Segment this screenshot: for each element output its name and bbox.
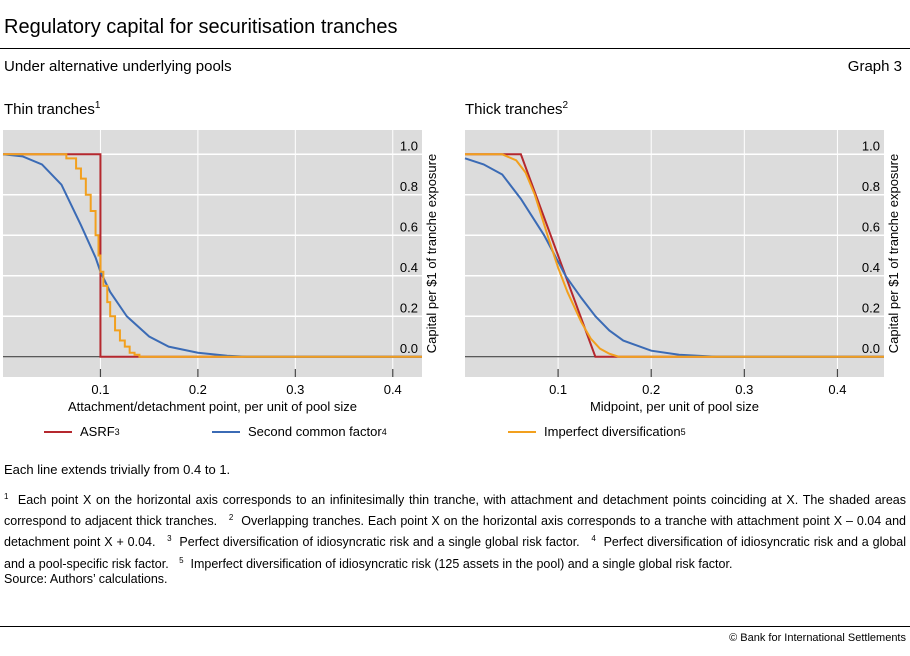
plot-area bbox=[3, 130, 422, 377]
footnote-ref: 1 bbox=[94, 100, 101, 111]
panel-title-thick: Thick tranches2 bbox=[465, 100, 568, 118]
panel-0: 0.1 0.2 0.3 0.4 0.0 0.2 0.4 0.6 0.8 1.0 Attachment… bbox=[2, 130, 439, 414]
footnote-ref: 3 bbox=[114, 426, 120, 437]
source: Source: Authors’ calculations. bbox=[4, 572, 168, 586]
y-tick-label: 1.0 bbox=[862, 138, 880, 153]
series-second-common-factor bbox=[464, 157, 884, 358]
footnote-1: 1 Each point X on the horizontal axis co… bbox=[4, 492, 906, 529]
y-tick-label: 0.6 bbox=[862, 219, 880, 234]
plot-area bbox=[465, 130, 884, 377]
y-tick-label: 1.0 bbox=[400, 138, 418, 153]
divider bbox=[0, 626, 910, 627]
footnote-4: 4 Perfect diversification of idiosyncrat… bbox=[4, 534, 907, 571]
y-tick-label: 0.0 bbox=[400, 341, 418, 356]
note: Each line extends trivially from 0.4 to … bbox=[4, 462, 231, 477]
y-axis-label: Capital per $1 of tranche exposure bbox=[424, 154, 439, 353]
footnote-ref: 4 bbox=[381, 426, 387, 437]
series-imperfect-diversification bbox=[3, 153, 422, 358]
x-axis-label: Attachment/detachment point, per unit of… bbox=[68, 399, 357, 414]
graph-number: Graph 3 bbox=[847, 58, 902, 75]
footnote-2: 2 Overlapping tranches. Each point X on … bbox=[4, 513, 906, 550]
legend-swatch bbox=[212, 430, 240, 433]
y-axis-label: Capital per $1 of tranche exposure bbox=[886, 154, 901, 353]
series-second-common-factor bbox=[2, 153, 422, 358]
legend-label: ASRF bbox=[80, 424, 115, 439]
legend-item-asrf: ASRF 3 bbox=[44, 424, 120, 439]
legend-label: Second common factor bbox=[248, 424, 382, 439]
x-tick-label: 0.1 bbox=[549, 382, 567, 397]
charts-svg: 0.1 0.2 0.3 0.4 0.0 0.2 0.4 0.6 0.8 1.0 Attachment… bbox=[2, 130, 901, 414]
footnotes: 1 Each point X on the horizontal axis co… bbox=[4, 488, 906, 573]
legend-item-imperfect-diversification: Imperfect diversification 5 bbox=[508, 424, 686, 439]
x-tick-label: 0.2 bbox=[189, 382, 207, 397]
chart-subtitle: Under alternative underlying pools bbox=[4, 58, 232, 75]
y-tick-label: 0.4 bbox=[400, 260, 418, 275]
y-tick-label: 0.8 bbox=[862, 179, 880, 194]
footnote-ref: 5 bbox=[680, 426, 686, 437]
y-tick-label: 0.4 bbox=[862, 260, 880, 275]
footnote-3: 3 Perfect diversification of idiosyncrat… bbox=[167, 534, 592, 550]
series-imperfect-diversification bbox=[465, 153, 884, 358]
footnote-5: 5 Imperfect diversification of idiosyncr… bbox=[179, 555, 733, 571]
legend-label: Imperfect diversification bbox=[544, 424, 681, 439]
x-tick-label: 0.3 bbox=[286, 382, 304, 397]
divider bbox=[0, 48, 910, 49]
legend-swatch bbox=[44, 430, 72, 433]
chart-title: Regulatory capital for securitisation tr… bbox=[4, 16, 398, 38]
footnote-ref: 2 bbox=[562, 100, 569, 111]
y-tick-label: 0.8 bbox=[400, 179, 418, 194]
y-tick-label: 0.2 bbox=[400, 300, 418, 315]
x-tick-label: 0.1 bbox=[91, 382, 109, 397]
x-axis-label: Midpoint, per unit of pool size bbox=[590, 399, 759, 414]
x-tick-label: 0.2 bbox=[642, 382, 660, 397]
y-tick-label: 0.0 bbox=[862, 341, 880, 356]
x-tick-label: 0.4 bbox=[384, 382, 402, 397]
legend-swatch bbox=[508, 430, 536, 433]
x-tick-label: 0.4 bbox=[828, 382, 846, 397]
y-tick-label: 0.6 bbox=[400, 219, 418, 234]
panel-title-text: Thick tranches bbox=[465, 101, 563, 118]
x-tick-label: 0.3 bbox=[735, 382, 753, 397]
legend-item-second-common-factor: Second common factor 4 bbox=[212, 424, 387, 439]
panel-1: 0.1 0.2 0.3 0.4 0.0 0.2 0.4 0.6 0.8 1.0 Midpoint, … bbox=[464, 130, 901, 414]
panel-title-thin: Thin tranches1 bbox=[4, 100, 100, 118]
y-tick-label: 0.2 bbox=[862, 300, 880, 315]
panel-title-text: Thin tranches bbox=[4, 101, 95, 118]
copyright: © Bank for International Settlements bbox=[729, 632, 906, 644]
